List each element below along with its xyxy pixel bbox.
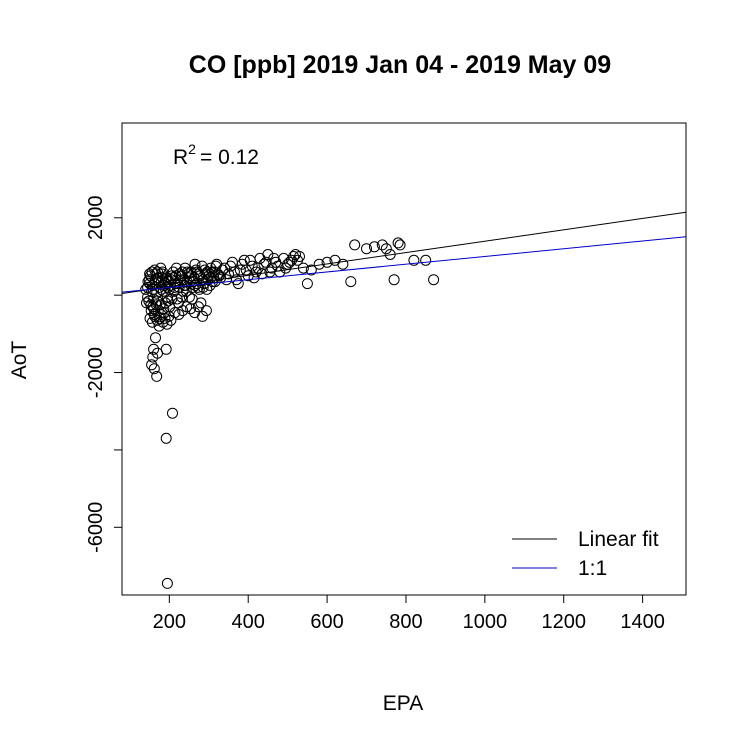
linear-fit-line xyxy=(122,211,686,295)
legend: Linear fit 1:1 xyxy=(512,528,659,580)
data-point xyxy=(148,303,160,315)
data-point xyxy=(177,305,189,317)
x-tick-label: 1400 xyxy=(620,611,665,633)
data-point xyxy=(388,274,400,286)
data-point xyxy=(157,266,169,278)
data-point xyxy=(221,274,232,286)
data-point xyxy=(288,251,300,262)
data-point xyxy=(252,262,264,274)
fit-lines xyxy=(122,211,686,295)
data-point xyxy=(428,274,440,286)
x-tick-label: 1200 xyxy=(541,611,586,633)
data-point xyxy=(155,309,167,320)
data-point xyxy=(392,237,404,249)
data-point xyxy=(161,318,173,330)
data-point xyxy=(232,278,244,290)
data-point xyxy=(213,270,225,282)
data-point xyxy=(167,407,178,419)
data-point xyxy=(176,291,188,303)
data-point xyxy=(151,295,163,307)
data-point xyxy=(197,281,209,293)
plot-frame xyxy=(121,122,687,596)
data-point xyxy=(148,343,160,355)
data-point xyxy=(183,291,195,303)
data-point xyxy=(210,260,222,272)
data-point xyxy=(161,577,173,589)
r2-annotation: R2 = 0.12 xyxy=(173,141,259,169)
data-point xyxy=(170,262,182,274)
data-point xyxy=(185,303,197,315)
r2-prefix: R xyxy=(173,146,188,169)
y-tick-label: 2000 xyxy=(85,196,107,241)
data-point xyxy=(151,314,163,326)
data-point xyxy=(206,266,218,278)
y-tick-label: -2000 xyxy=(85,347,107,398)
data-point xyxy=(234,264,246,276)
data-point xyxy=(321,256,333,268)
data-point xyxy=(201,266,213,278)
data-point xyxy=(160,432,172,444)
data-point xyxy=(189,258,201,270)
data-point xyxy=(294,251,305,262)
data-point xyxy=(173,309,185,320)
data-point xyxy=(380,243,392,255)
data-point xyxy=(376,239,388,251)
data-point xyxy=(146,316,158,328)
x-tick-label: 1000 xyxy=(463,611,508,633)
x-tick-label: 800 xyxy=(389,611,422,633)
one-to-one-line xyxy=(122,236,686,293)
data-point xyxy=(301,278,313,290)
data-point xyxy=(361,243,372,255)
data-point xyxy=(420,254,432,266)
data-point xyxy=(345,276,357,288)
x-tick-label: 200 xyxy=(153,611,186,633)
data-point xyxy=(280,262,292,274)
data-point xyxy=(244,254,256,266)
data-point xyxy=(174,268,186,280)
r2-exponent: 2 xyxy=(188,141,196,157)
y-axis-label: AoT xyxy=(8,341,31,380)
data-point xyxy=(408,254,420,266)
y-tick-label: -6000 xyxy=(85,502,107,553)
data-point xyxy=(142,291,154,303)
data-point xyxy=(225,260,236,272)
data-point xyxy=(209,276,221,288)
axis-ticks: 200 400 600 800 1000 1200 1400 -6000 -2000 2000 xyxy=(85,196,665,633)
data-point xyxy=(185,270,197,282)
data-point xyxy=(264,266,276,278)
chart-title: CO [ppb] 2019 Jan 04 - 2019 May 09 xyxy=(189,51,611,79)
data-point xyxy=(146,359,158,371)
data-point xyxy=(349,239,361,251)
data-point xyxy=(305,264,317,276)
data-point xyxy=(150,332,161,344)
data-point xyxy=(262,249,274,260)
x-axis-label: EPA xyxy=(383,692,423,715)
x-tick-label: 600 xyxy=(310,611,343,633)
r2-value: = 0.12 xyxy=(200,146,259,169)
data-point xyxy=(153,320,165,332)
data-point xyxy=(368,241,380,253)
data-point xyxy=(292,254,303,266)
data-point xyxy=(219,262,230,274)
data-point xyxy=(176,266,188,278)
data-point xyxy=(200,305,212,317)
legend-label: 1:1 xyxy=(578,557,607,580)
scatter-points xyxy=(140,237,440,589)
data-point xyxy=(160,343,172,355)
data-point xyxy=(197,310,208,322)
data-point xyxy=(337,258,349,270)
data-point xyxy=(150,268,162,280)
x-tick-label: 400 xyxy=(232,611,265,633)
data-point xyxy=(240,264,252,276)
data-point xyxy=(205,272,217,284)
data-point xyxy=(394,239,406,251)
data-point xyxy=(151,370,163,382)
data-point xyxy=(284,256,296,268)
data-point xyxy=(155,283,167,295)
legend-label: Linear fit xyxy=(578,528,659,551)
